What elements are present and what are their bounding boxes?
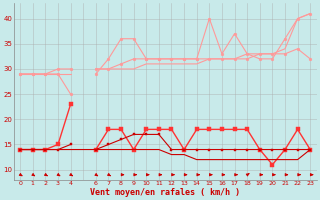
X-axis label: Vent moyen/en rafales ( km/h ): Vent moyen/en rafales ( km/h ) [90, 188, 240, 197]
